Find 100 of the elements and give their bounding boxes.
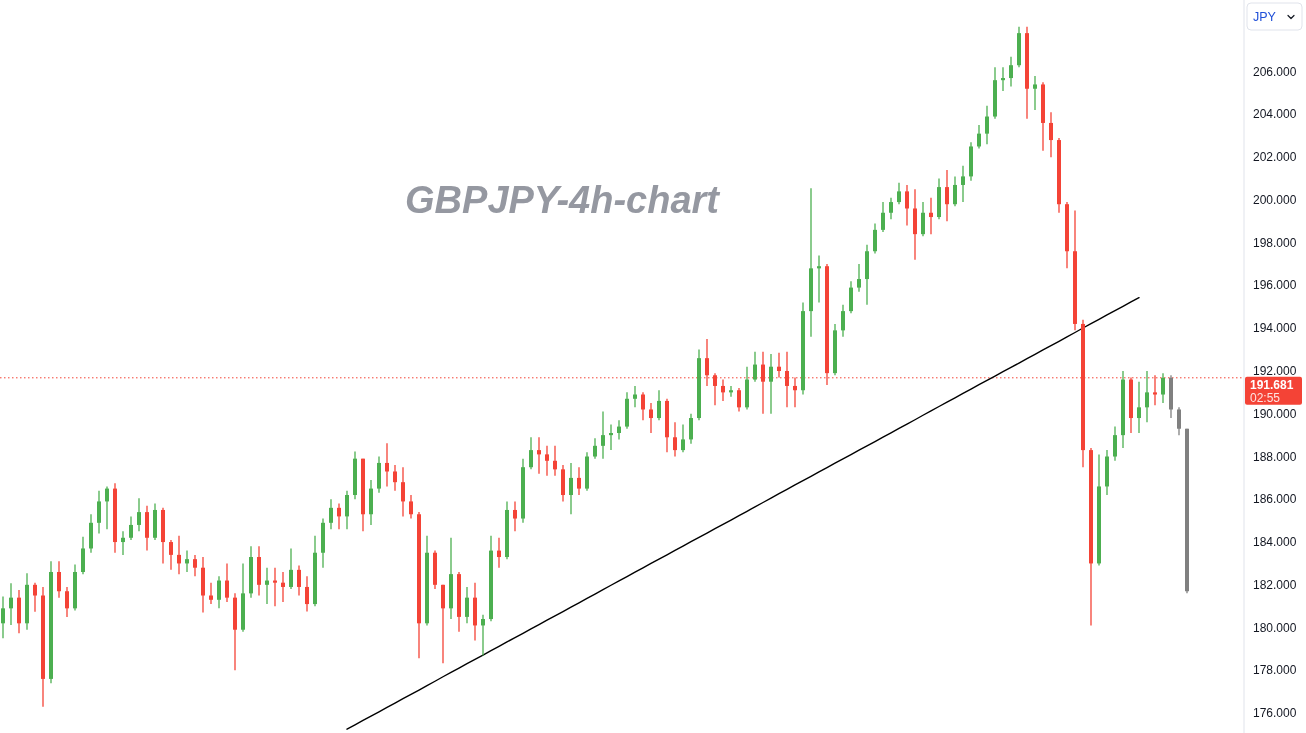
candlestick bbox=[577, 466, 581, 496]
candlestick bbox=[873, 222, 877, 255]
candlestick bbox=[81, 536, 85, 575]
candlestick bbox=[185, 549, 189, 573]
candlestick bbox=[209, 582, 213, 605]
candlestick bbox=[33, 582, 37, 613]
y-tick-label: 198.000 bbox=[1253, 235, 1297, 250]
candlestick bbox=[281, 571, 285, 603]
candlestick bbox=[985, 105, 989, 145]
candlestick bbox=[1145, 370, 1149, 423]
candlestick bbox=[961, 165, 965, 203]
candlestick bbox=[225, 562, 229, 603]
candlestick bbox=[105, 485, 109, 530]
candlestick bbox=[545, 445, 549, 477]
candlestick bbox=[1033, 75, 1037, 111]
candlestick bbox=[1, 595, 5, 639]
y-tick-label: 204.000 bbox=[1253, 107, 1297, 122]
candlestick bbox=[905, 184, 909, 227]
candlestick bbox=[329, 498, 333, 530]
candlestick bbox=[737, 387, 741, 413]
candlestick bbox=[57, 560, 61, 599]
candlestick bbox=[193, 554, 197, 577]
y-tick-label: 188.000 bbox=[1253, 449, 1297, 464]
candlestick bbox=[305, 575, 309, 613]
candlestick bbox=[593, 437, 597, 460]
candlestick bbox=[265, 567, 269, 605]
candlestick bbox=[689, 413, 693, 445]
candlestick bbox=[617, 419, 621, 441]
candlestick bbox=[513, 500, 517, 533]
candlestick bbox=[409, 494, 413, 520]
candlestick bbox=[929, 197, 933, 235]
candlestick bbox=[921, 201, 925, 237]
candlestick bbox=[553, 445, 557, 477]
candlestick bbox=[129, 515, 133, 541]
y-tick-label: 192.000 bbox=[1253, 363, 1297, 378]
candlestick bbox=[337, 502, 341, 530]
candlestick bbox=[681, 423, 685, 453]
y-tick-label: 186.000 bbox=[1253, 492, 1297, 507]
candlestick bbox=[9, 582, 13, 626]
candlestick bbox=[401, 466, 405, 518]
candlestick bbox=[841, 304, 845, 338]
candlestick bbox=[649, 402, 653, 434]
y-tick-label: 202.000 bbox=[1253, 150, 1297, 165]
candlestick bbox=[1049, 111, 1053, 158]
y-tick-label: 184.000 bbox=[1253, 535, 1297, 550]
candlestick bbox=[529, 436, 533, 470]
candlestick bbox=[97, 490, 101, 535]
candlestick bbox=[137, 497, 141, 533]
candlestick bbox=[657, 389, 661, 421]
candlestick bbox=[1137, 381, 1141, 434]
y-tick-label: 200.000 bbox=[1253, 192, 1297, 207]
candlestick bbox=[977, 124, 981, 150]
candlestick bbox=[569, 462, 573, 515]
candlestick bbox=[393, 464, 397, 492]
candlestick bbox=[177, 534, 181, 575]
candlestick bbox=[633, 385, 637, 408]
y-axis-title: JPY bbox=[1253, 10, 1277, 24]
candlestick bbox=[385, 442, 389, 488]
y-tick-label: 178.000 bbox=[1253, 663, 1297, 678]
candlestick bbox=[169, 539, 173, 571]
candlestick bbox=[953, 175, 957, 207]
y-tick-label: 190.000 bbox=[1253, 406, 1297, 421]
candlestick bbox=[673, 421, 677, 458]
candlestick bbox=[345, 490, 349, 530]
text: GBPJPY-4h-chart bbox=[405, 179, 721, 221]
candlestick bbox=[537, 436, 541, 475]
y-tick-label: 194.000 bbox=[1253, 321, 1297, 336]
candlestick bbox=[945, 169, 949, 222]
candlestick bbox=[497, 537, 501, 569]
candlestick bbox=[1009, 56, 1013, 88]
candlestick bbox=[777, 352, 781, 379]
candlestick bbox=[897, 182, 901, 205]
candlestick bbox=[465, 586, 469, 624]
candlestick bbox=[641, 391, 645, 421]
candlestick bbox=[481, 614, 485, 657]
line-series bbox=[346, 296, 1140, 730]
candlestick bbox=[297, 564, 301, 597]
ref-line-label: 191.681 bbox=[1250, 377, 1294, 392]
candlestick bbox=[65, 586, 69, 618]
candlestick bbox=[601, 410, 605, 460]
candlestick bbox=[1177, 406, 1181, 436]
candlestick bbox=[217, 575, 221, 609]
y-tick-label: 182.000 bbox=[1253, 577, 1297, 592]
candlestick bbox=[1161, 372, 1165, 404]
candlestick bbox=[721, 378, 725, 402]
y-tick-label: 176.000 bbox=[1253, 706, 1297, 721]
candlestick bbox=[753, 351, 757, 383]
candlestick bbox=[1113, 425, 1117, 462]
y-tick-label: 180.000 bbox=[1253, 620, 1297, 635]
candlestick bbox=[121, 530, 125, 556]
y-tick-label: 206.000 bbox=[1253, 64, 1297, 79]
candlestick bbox=[441, 584, 445, 664]
text: 02:55 bbox=[1250, 390, 1281, 405]
candlestick bbox=[881, 201, 885, 233]
candlestick bbox=[769, 353, 773, 415]
candlestick bbox=[857, 263, 861, 293]
candlestick bbox=[889, 197, 893, 220]
candlestick bbox=[289, 547, 293, 590]
candlestick bbox=[849, 280, 853, 314]
y-tick-label: 196.000 bbox=[1253, 278, 1297, 293]
